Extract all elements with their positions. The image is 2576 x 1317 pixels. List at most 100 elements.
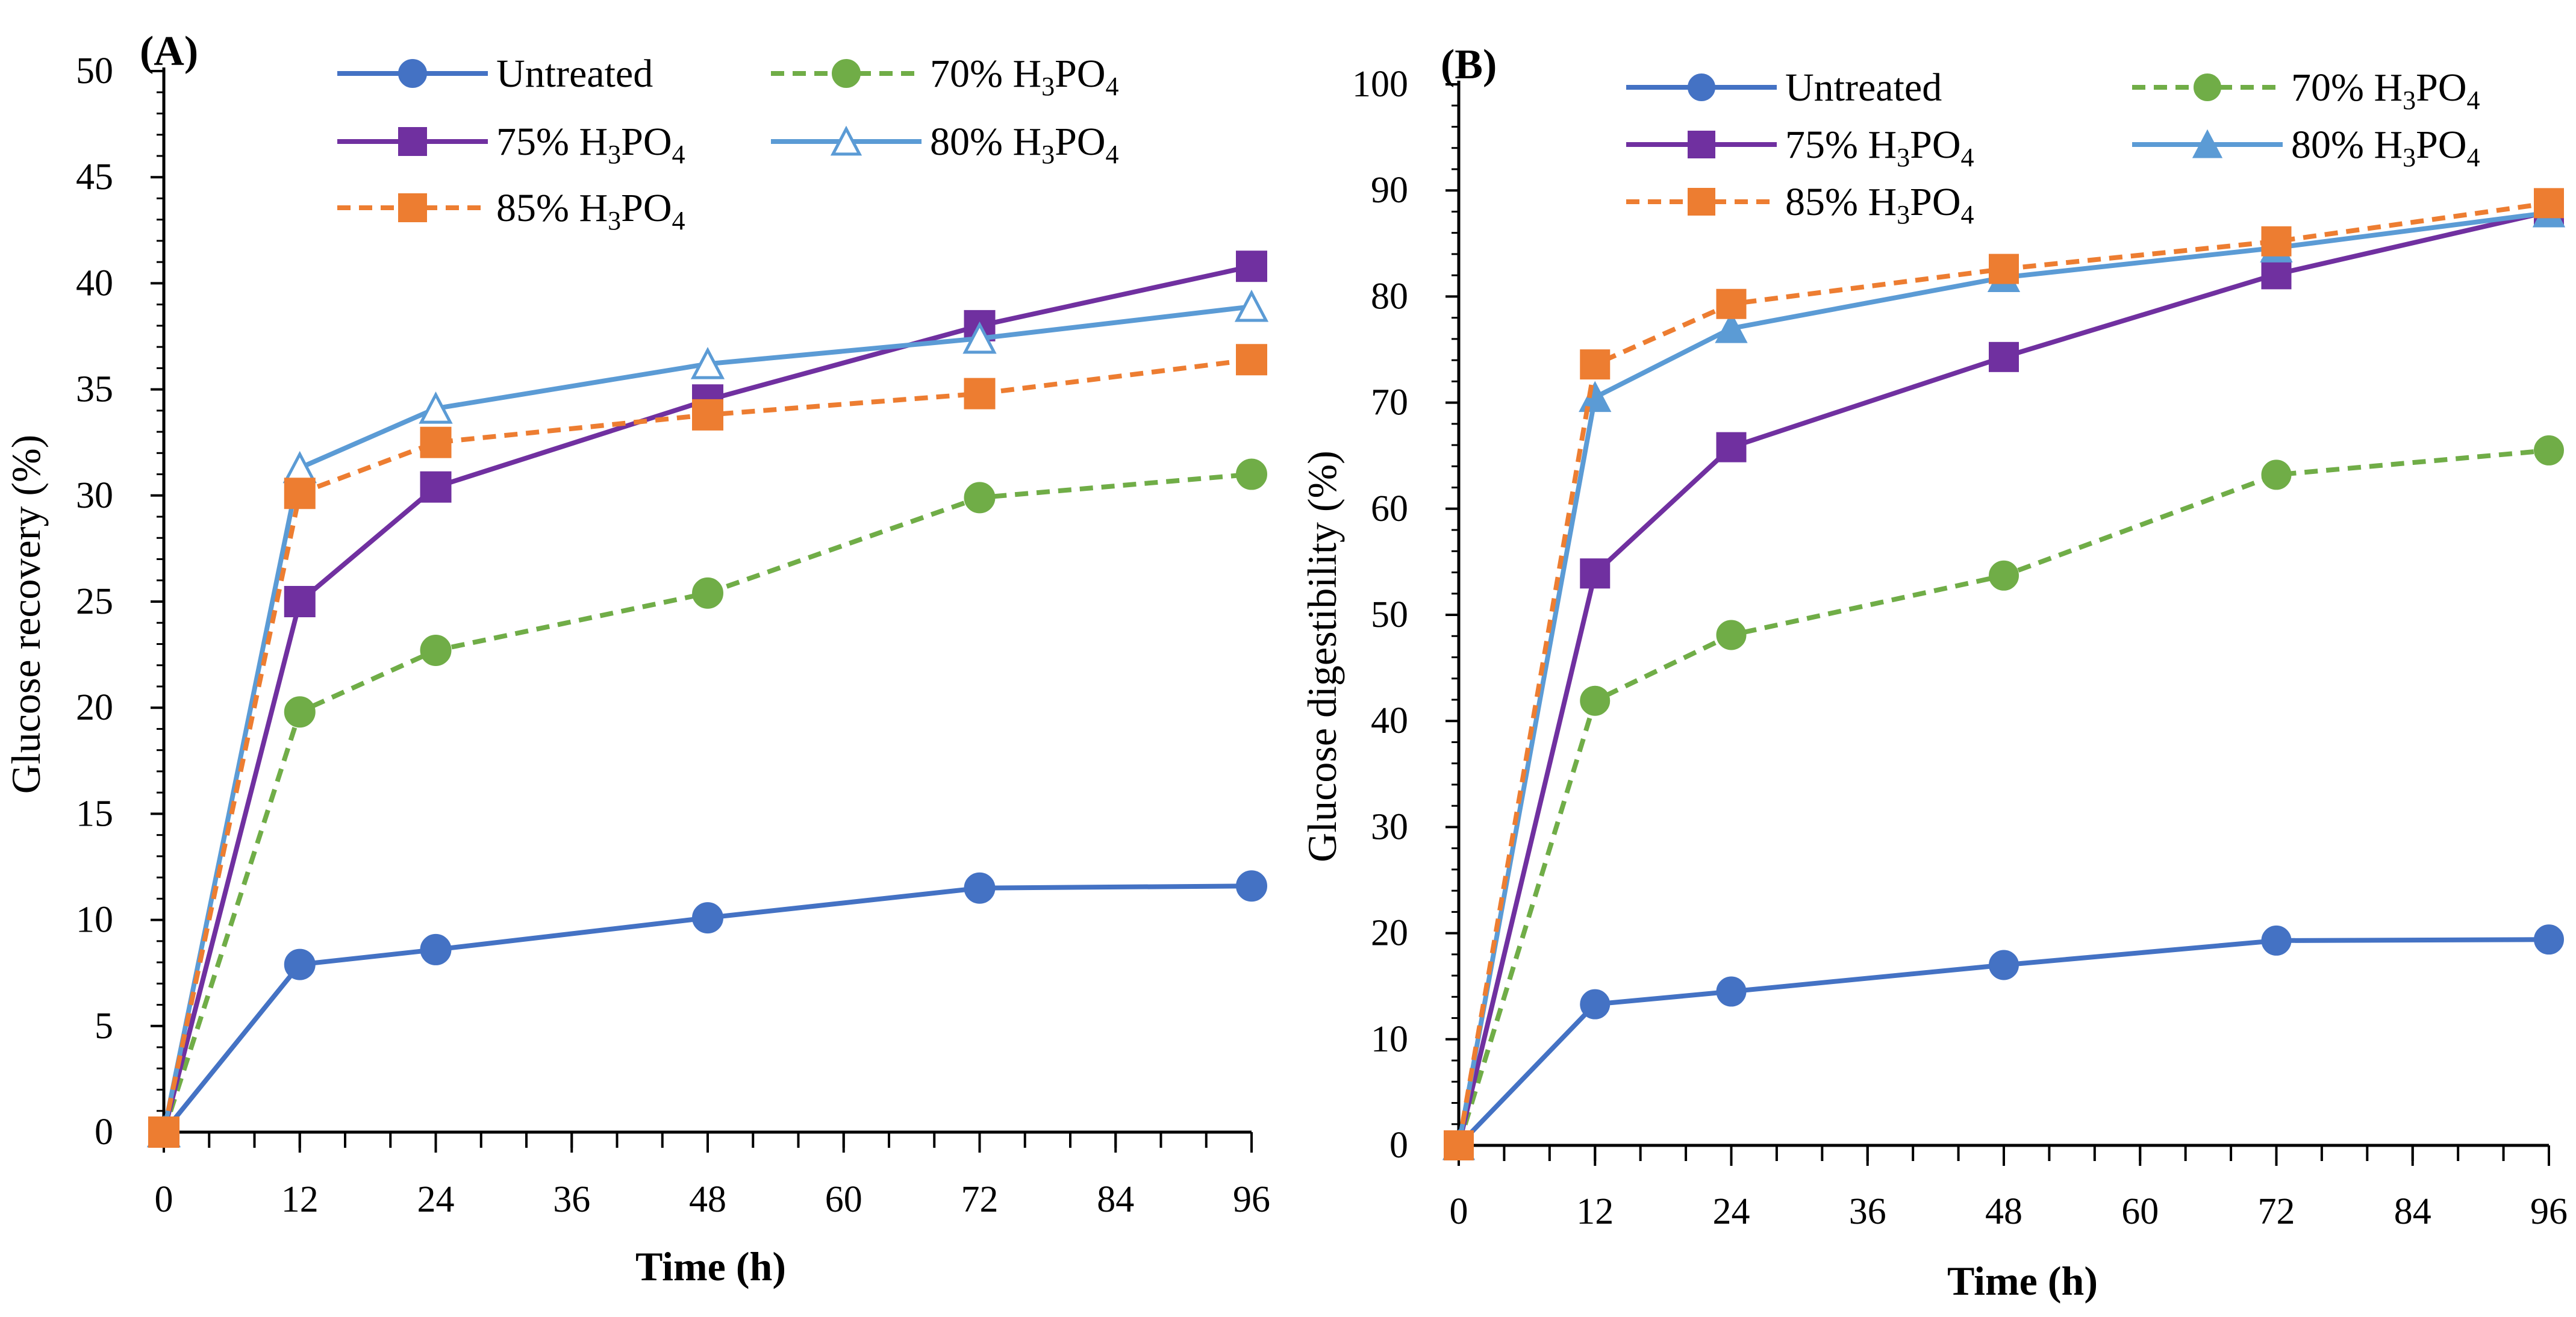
chart-b-svg: (B) Time (h) Glucose digestibility (%) 0…: [1299, 42, 2568, 1304]
legend-marker-p85: [398, 193, 427, 222]
data-point-p80: [1715, 312, 1748, 343]
legend-subscript: 3: [608, 206, 621, 235]
series-p85-b: [1444, 188, 2564, 1160]
legend-marker-untreated: [1688, 73, 1715, 101]
legend-marker-p80: [2192, 129, 2223, 158]
legend-label-p80: 80% H3PO4: [2291, 123, 2480, 172]
legend-subscript: 4: [1106, 140, 1119, 169]
data-point-p70: [1236, 458, 1267, 490]
series-p70-b: [1444, 435, 2564, 1160]
x-tick-label: 48: [689, 1179, 726, 1220]
data-point-p75: [1580, 558, 1611, 589]
series-untreated-a: [148, 870, 1267, 1148]
legend-marker-p75: [398, 127, 427, 156]
legend-formula-tail: PO: [1055, 120, 1105, 164]
legend-label-p70: 70% H3PO4: [930, 52, 1119, 101]
chart-panel-a: (A) Time (h) Glucose recovery (%) 0 5 10 15…: [0, 0, 1289, 1314]
legend-subscript: 3: [1041, 140, 1055, 169]
y-tick-label: 30: [76, 475, 113, 516]
legend-formula-tail: PO: [621, 120, 672, 164]
legend-formula-tail: PO: [621, 186, 672, 230]
legend-subscript: 4: [2467, 86, 2480, 115]
data-point-untreated: [964, 872, 996, 904]
data-point-p85: [420, 426, 452, 458]
legend-label-p70: 70% H3PO4: [2291, 66, 2480, 115]
series-p70-a: [148, 458, 1267, 1148]
legend-formula-tail: PO: [2416, 66, 2466, 110]
y-tick-label: 70: [1371, 382, 1408, 423]
x-tick-label: 12: [1576, 1191, 1614, 1232]
legend-subscript: 4: [1961, 143, 1974, 172]
series-line-p80: [161, 304, 1252, 1133]
data-point-p75: [284, 586, 316, 617]
y-tick-label: 10: [1371, 1019, 1408, 1060]
x-tick-label: 0: [1450, 1191, 1468, 1232]
series-line-p70: [161, 472, 1252, 1133]
series-line-untreated: [1457, 937, 2549, 1147]
y-tick-label: 35: [76, 369, 113, 410]
chart-a-svg: (A) Time (h) Glucose recovery (%) 0 5 10 15…: [3, 28, 1270, 1289]
y-tick-label: 45: [76, 157, 113, 198]
data-point-untreated: [1716, 976, 1747, 1007]
legend-a: Untreated 70% H3PO4 75% H3PO4 80% H3PO4 85% …: [337, 52, 1119, 235]
series-line-untreated: [161, 883, 1252, 1134]
chart-panel-b: (B) Time (h) Glucose digestibility (%) 0…: [1289, 0, 2576, 1314]
legend-b: Untreated 70% H3PO4 75% H3PO4 80% H3PO4 85% …: [1626, 66, 2480, 229]
data-point-p80: [282, 450, 317, 484]
legend-marker-untreated: [398, 59, 427, 88]
y-tick-label: 0: [1389, 1125, 1408, 1166]
data-point-p85: [2261, 226, 2292, 257]
legend-marker-p85: [1688, 188, 1715, 216]
x-axis-title-a: Time (h): [635, 1244, 786, 1289]
data-point-p80: [419, 391, 453, 424]
x-tick-label: 24: [417, 1179, 455, 1220]
y-tick-label: 5: [95, 1006, 113, 1047]
data-point-p70: [964, 482, 996, 514]
legend-formula-tail: PO: [2416, 123, 2466, 167]
data-point-untreated: [2261, 925, 2292, 956]
y-tick-label: 10: [76, 900, 113, 941]
x-tick-label: 96: [1233, 1179, 1270, 1220]
legend-subscript: 3: [2403, 86, 2416, 115]
legend-label-p85: 85% H3PO4: [1785, 180, 1974, 229]
legend-subscript: 3: [608, 140, 621, 169]
data-point-p70: [1989, 560, 2019, 591]
y-axis-title-b: Glucose digestibility (%): [1299, 450, 1345, 862]
legend-label-p80: 80% H3PO4: [930, 120, 1119, 169]
data-point-p85: [964, 378, 996, 409]
data-point-p80: [962, 321, 997, 354]
x-tick-label: 84: [2394, 1191, 2431, 1232]
legend-formula-tail: PO: [1910, 180, 1960, 224]
data-point-untreated: [1580, 989, 1611, 1020]
x-axis-title-b: Time (h): [1947, 1258, 2098, 1304]
data-point-p75: [1989, 341, 2019, 372]
legend-marker-p75: [1688, 131, 1715, 158]
legend-subscript: 3: [1897, 143, 1910, 172]
data-point-p70: [420, 635, 452, 667]
y-tick-label: 90: [1371, 170, 1408, 211]
y-tick-label: 20: [1371, 913, 1408, 954]
legend-label-p85: 85% H3PO4: [496, 186, 685, 235]
y-tick-label: 50: [1371, 594, 1408, 635]
series-p75-a: [148, 251, 1267, 1148]
legend-subscript: 3: [2403, 143, 2416, 172]
data-point-p85: [148, 1116, 179, 1148]
data-point-untreated: [1989, 950, 2019, 980]
legend-label-p75: 75% H3PO4: [1785, 123, 1974, 172]
x-tick-label: 12: [281, 1179, 319, 1220]
x-tick-label: 96: [2530, 1191, 2568, 1232]
x-tick-label: 48: [1985, 1191, 2022, 1232]
data-point-p75: [1236, 251, 1267, 282]
legend-subscript: 3: [1897, 200, 1910, 229]
data-point-p85: [1444, 1130, 1474, 1160]
series-line-p70: [1456, 447, 2549, 1147]
x-tick-label: 60: [2121, 1191, 2159, 1232]
legend-marker-p80: [830, 125, 862, 156]
legend-subscript: 4: [1106, 72, 1119, 101]
y-tick-label: 20: [76, 687, 113, 728]
axes-b: 0 10 20 30 40 50 60 70 80 90 100 0 12 24 36 48 60 72 84 96: [1352, 64, 2568, 1232]
data-point-p85: [284, 478, 316, 509]
axes-a: 0 5 10 15 20 25 30 35 40 45 50 0 12 24 36 48 60 72 84 96: [76, 51, 1270, 1220]
data-point-p85: [1580, 349, 1611, 380]
y-tick-label: 0: [95, 1112, 113, 1153]
